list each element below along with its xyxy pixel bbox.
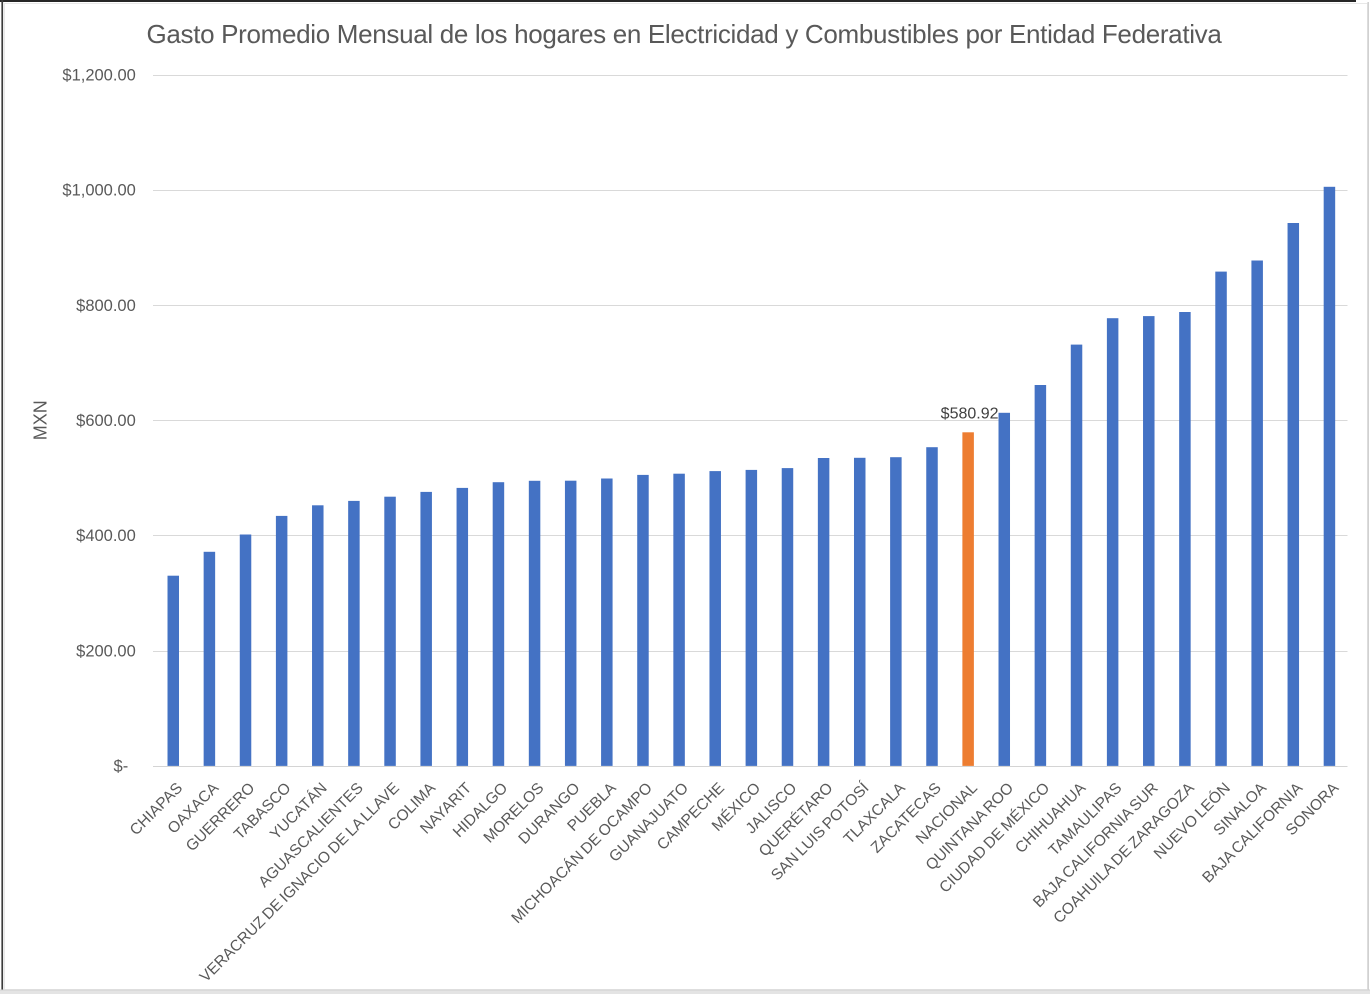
svg-text:$580.92: $580.92 bbox=[941, 406, 999, 423]
svg-text:$800.00: $800.00 bbox=[76, 297, 136, 315]
svg-text:$600.00: $600.00 bbox=[76, 412, 136, 430]
svg-text:$-: $- bbox=[114, 758, 129, 776]
svg-text:$200.00: $200.00 bbox=[76, 642, 136, 660]
svg-text:$1,200.00: $1,200.00 bbox=[62, 67, 135, 85]
svg-text:MXN: MXN bbox=[31, 400, 51, 440]
svg-text:$400.00: $400.00 bbox=[76, 527, 136, 545]
svg-text:Gasto Promedio Mensual de los: Gasto Promedio Mensual de los hogares en… bbox=[146, 19, 1222, 49]
svg-text:$1,000.00: $1,000.00 bbox=[62, 182, 135, 200]
